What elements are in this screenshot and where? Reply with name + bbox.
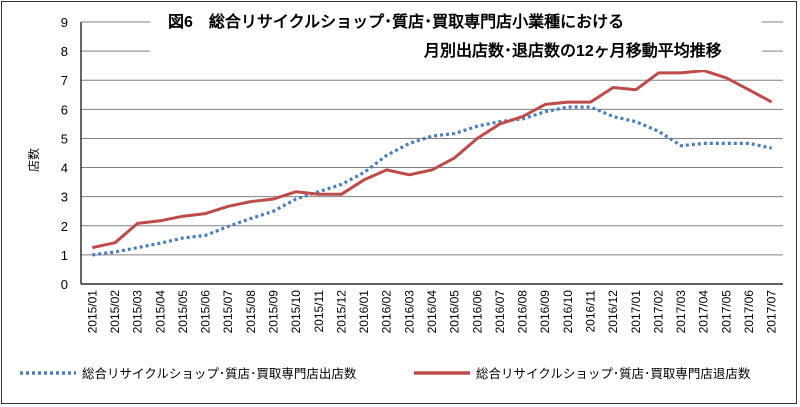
x-axis-ticks: 2015/01 2015/02 2015/03 2015/04 2015/05 2015/… [85, 290, 778, 334]
y-axis-ticks: 0 1 2 3 4 5 6 7 8 9 [61, 15, 68, 292]
y-tick-label: 0 [61, 277, 68, 292]
x-tick-label: 2015/06 [199, 290, 213, 334]
legend: 総合リサイクルショップ･質店･買取専門店出店数 総合リサイクルショップ･質店･買… [20, 366, 751, 381]
x-tick-label: 2016/01 [357, 290, 371, 334]
x-tick-label: 2017/02 [651, 290, 665, 334]
chart-title-line2: 月別出店数･退店数の12ヶ月移動平均推移 [423, 41, 722, 60]
series-lines [91, 69, 773, 257]
x-tick-label: 2017/07 [765, 290, 779, 334]
x-tick-label: 2016/12 [606, 290, 620, 334]
x-tick-label: 2015/03 [131, 290, 145, 334]
legend-label-opened: 総合リサイクルショップ･質店･買取専門店出店数 [82, 366, 357, 381]
y-tick-label: 1 [61, 248, 68, 263]
x-tick-label: 2017/04 [697, 290, 711, 334]
y-tick-label: 8 [61, 44, 68, 59]
y-tick-label: 5 [61, 131, 68, 146]
legend-label-closed: 総合リサイクルショップ･質店･買取専門店退店数 [476, 366, 751, 381]
x-tick-label: 2016/10 [561, 290, 575, 334]
x-tick-label: 2015/01 [85, 290, 99, 334]
x-tick-label: 2015/10 [289, 290, 303, 334]
x-tick-label: 2015/08 [244, 290, 258, 334]
x-tick-label: 2017/05 [719, 290, 733, 334]
y-tick-label: 9 [61, 15, 68, 30]
x-tick-label: 2016/05 [448, 290, 462, 334]
y-tick-label: 3 [61, 190, 68, 205]
x-tick-label: 2016/06 [470, 290, 484, 334]
x-tick-label: 2016/11 [584, 290, 598, 333]
x-tick-label: 2015/11 [312, 290, 326, 333]
x-tick-label: 2015/07 [221, 290, 235, 334]
x-tick-label: 2016/04 [425, 290, 439, 334]
x-tick-label: 2015/02 [108, 290, 122, 334]
y-tick-label: 6 [61, 102, 68, 117]
chart-title-line1: 図6 総合リサイクルショップ･質店･買取専門店小業種における [168, 12, 624, 31]
y-axis-label: 店数 [26, 148, 41, 172]
x-tick-label: 2015/05 [176, 290, 190, 334]
x-tick-label: 2016/02 [380, 290, 394, 334]
series-line-opened [92, 105, 773, 257]
y-tick-label: 4 [61, 161, 68, 176]
x-tick-label: 2015/12 [334, 290, 348, 334]
x-tick-label: 2017/01 [629, 290, 643, 334]
x-tick-label: 2016/07 [493, 290, 507, 334]
title-background [150, 8, 762, 70]
series-line-closed [91, 69, 773, 250]
x-tick-label: 2017/06 [742, 290, 756, 334]
x-tick-label: 2016/03 [402, 290, 416, 334]
x-tick-label: 2017/03 [674, 290, 688, 334]
x-tick-label: 2015/09 [266, 290, 280, 334]
x-tick-label: 2015/04 [153, 290, 167, 334]
x-tick-label: 2016/09 [538, 290, 552, 334]
y-tick-label: 2 [61, 219, 68, 234]
x-tick-label: 2016/08 [516, 290, 530, 334]
y-tick-label: 7 [61, 73, 68, 88]
